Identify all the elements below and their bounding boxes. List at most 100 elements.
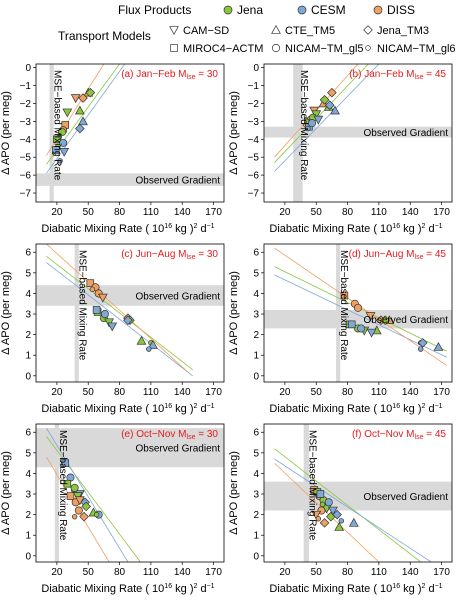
transport-legend-marker-3 — [363, 25, 373, 35]
transport-legend-marker-2 — [271, 24, 281, 34]
y-tick-label: −2 — [20, 99, 32, 110]
data-point — [97, 293, 108, 303]
data-point — [319, 518, 330, 528]
y-tick-label: 4 — [25, 289, 31, 300]
data-point — [81, 501, 91, 512]
y-tick-label: 0 — [253, 371, 259, 382]
y-tick-label: −6 — [248, 171, 260, 182]
y-tick-label: 4 — [253, 469, 259, 480]
data-point — [357, 324, 366, 333]
data-point — [71, 513, 78, 520]
y-tick-label: −1 — [248, 81, 260, 92]
data-point — [366, 328, 377, 338]
data-point — [74, 105, 85, 115]
fit-line-cesm — [46, 64, 126, 174]
transport-legend-label-2: CTE_TM5 — [285, 25, 335, 37]
x-tick-label: 170 — [205, 387, 222, 398]
plot-area — [36, 64, 224, 202]
data-point — [311, 510, 322, 520]
observed-gradient-band — [264, 126, 452, 138]
x-tick-label: 140 — [402, 387, 419, 398]
data-point — [417, 346, 424, 352]
data-point — [78, 116, 88, 126]
observed-gradient-label: Observed Gradient — [136, 176, 221, 187]
fit-line-cesm — [46, 427, 129, 562]
x-tick-label: 50 — [83, 387, 95, 398]
y-tick-label: −3 — [248, 117, 260, 128]
y-tick-label: 1 — [253, 351, 259, 362]
mse-label: MSE−based Mixing Rate — [77, 250, 88, 361]
y-axis-label: Δ APO (per meg) — [228, 271, 240, 355]
data-point — [75, 123, 85, 134]
panel-e: Observed Gradient MSE−based Mixing Rate (e… — [0, 423, 225, 595]
panel-label: (d) Jun−Aug Mlse = 45 — [349, 249, 447, 261]
x-axis-label: Diabatic Mixing Rate ( 1016 kg )2 d−1 — [269, 583, 442, 595]
plot-frame — [263, 63, 453, 203]
y-tick-label: 1 — [25, 531, 31, 542]
data-point — [59, 138, 68, 147]
data-point — [347, 320, 356, 329]
data-point — [74, 496, 85, 506]
x-tick-label: 110 — [143, 387, 159, 398]
x-tick-label: 50 — [83, 207, 95, 218]
data-point — [319, 501, 326, 508]
data-point — [59, 148, 70, 157]
y-tick-label: 0 — [25, 551, 31, 562]
x-tick-label: 170 — [433, 387, 450, 398]
y-tick-label: 0 — [25, 371, 31, 382]
flux-legend-swatch-diss — [373, 5, 383, 15]
transport-legend-label-1: CAM−SD — [183, 25, 229, 37]
data-point — [63, 479, 72, 488]
data-point — [70, 94, 81, 104]
y-axis-label: Δ APO (per meg) — [228, 451, 240, 535]
panel-label: (f) Oct−Nov Mlse = 45 — [352, 429, 446, 441]
x-tick-label: 20 — [51, 207, 63, 218]
panel-b: Observed Gradient MSE−based Mixing Rate (b… — [228, 63, 453, 235]
y-tick-label: 5 — [25, 448, 31, 459]
plot-frame — [263, 243, 453, 383]
fit-line-diss — [46, 244, 188, 372]
y-tick-label: 3 — [253, 490, 259, 501]
mse-band — [74, 244, 79, 382]
panel-c: Observed Gradient MSE−based Mixing Rate (c… — [0, 243, 225, 415]
x-tick-label: 50 — [311, 207, 323, 218]
data-point — [433, 341, 444, 351]
legend: Flux Products Jena CESM DISS Transport Model… — [0, 0, 456, 60]
y-tick-label: 0 — [253, 63, 259, 74]
data-point — [338, 518, 345, 524]
data-point — [328, 506, 338, 516]
mse-band — [336, 244, 341, 382]
plot-area — [264, 64, 452, 202]
y-axis-label: Δ APO (per meg) — [0, 271, 12, 355]
mse-label: MSE−based Mixing Rate — [338, 250, 349, 361]
data-point — [123, 315, 133, 326]
y-tick-label: 3 — [253, 310, 259, 321]
data-point — [70, 483, 79, 492]
x-tick-label: 110 — [371, 387, 387, 398]
data-point — [330, 105, 340, 115]
x-tick-label: 140 — [402, 207, 419, 218]
x-tick-label: 80 — [114, 387, 126, 398]
fit-line-cesm — [274, 64, 380, 172]
data-point — [334, 521, 345, 531]
data-point — [327, 87, 337, 98]
fit-line-cesm — [274, 458, 432, 562]
transport-legend-marker-6 — [365, 45, 371, 51]
x-tick-label: 80 — [114, 207, 126, 218]
transport-legend-marker-4 — [170, 44, 178, 52]
observed-gradient-band — [264, 309, 452, 329]
observed-gradient-label: Observed Gradient — [364, 492, 449, 503]
plot-frame — [35, 423, 225, 563]
panel-f: Observed Gradient MSE−based Mixing Rate (f… — [228, 423, 453, 595]
flux-legend-swatch-cesm — [297, 5, 307, 15]
y-tick-label: 2 — [253, 510, 259, 521]
plot-area — [264, 244, 452, 382]
mse-band — [49, 64, 54, 202]
data-point — [66, 492, 75, 500]
y-tick-label: −2 — [248, 99, 260, 110]
y-tick-label: 6 — [253, 248, 259, 259]
panel-label: (b) Jan−Feb Mlse = 45 — [349, 69, 446, 81]
chart-grid: Observed Gradient MSE−based Mixing Rate (a… — [0, 60, 456, 600]
observed-gradient-label: Observed Gradient — [136, 444, 221, 455]
x-tick-label: 80 — [114, 567, 126, 578]
